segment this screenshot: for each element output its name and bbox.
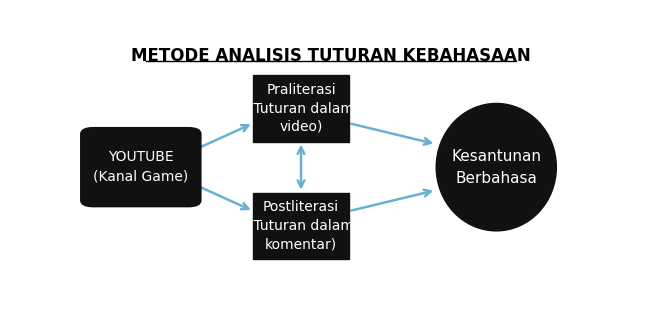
Text: YOUTUBE
(Kanal Game): YOUTUBE (Kanal Game) <box>93 150 189 184</box>
FancyBboxPatch shape <box>81 128 201 207</box>
Ellipse shape <box>436 103 556 231</box>
Text: Kesantunan
Berbahasa: Kesantunan Berbahasa <box>452 149 541 186</box>
Text: Postliterasi
(Tuturan dalam
komentar): Postliterasi (Tuturan dalam komentar) <box>248 200 354 251</box>
FancyBboxPatch shape <box>253 75 349 142</box>
FancyBboxPatch shape <box>253 193 349 259</box>
Text: METODE ANALISIS TUTURAN KEBAHASAAN: METODE ANALISIS TUTURAN KEBAHASAAN <box>131 47 531 65</box>
Text: Praliterasi
(Tuturan dalam
video): Praliterasi (Tuturan dalam video) <box>248 83 354 134</box>
